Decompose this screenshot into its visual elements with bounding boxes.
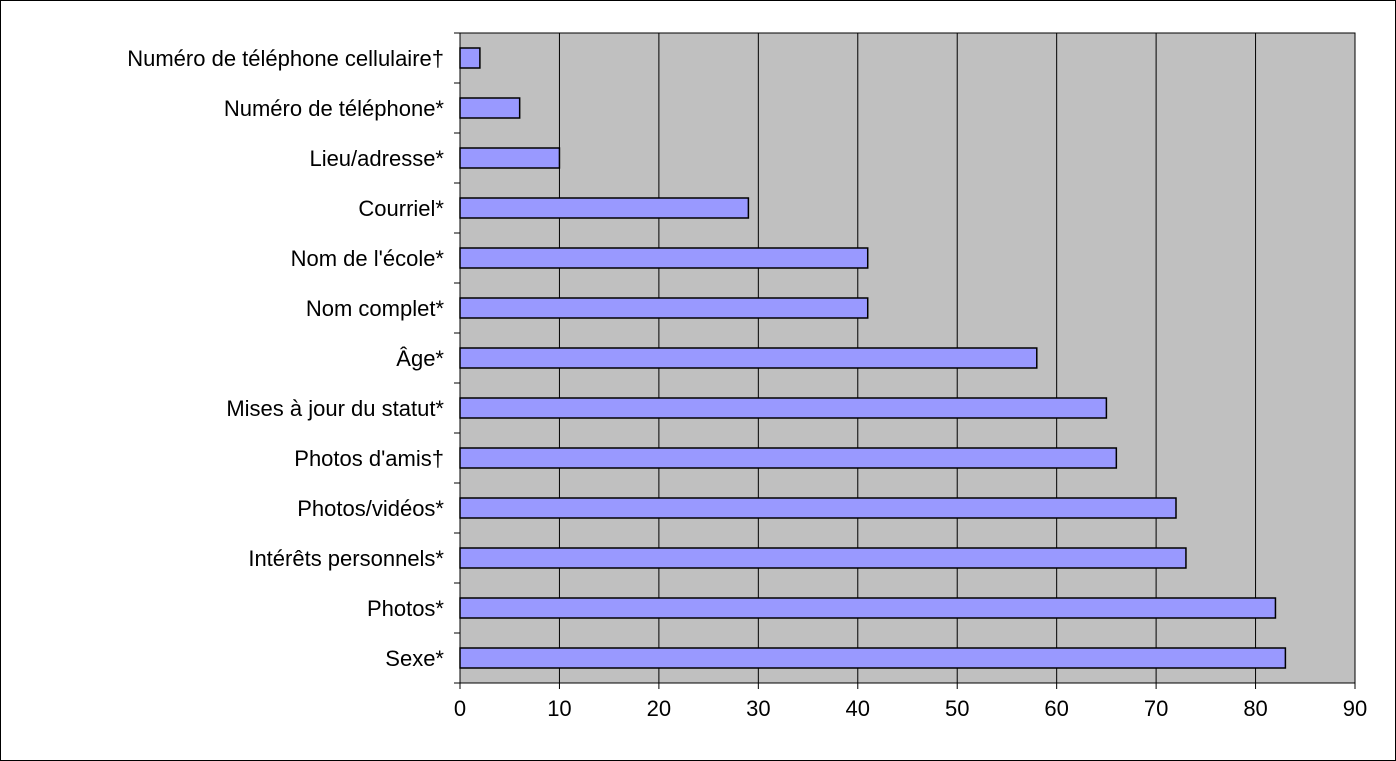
category-labels: Numéro de téléphone cellulaire† Numéro de… [127,46,444,671]
axes [454,32,1356,689]
category-label: Courriel* [358,196,444,221]
x-tick-label: 30 [746,696,770,721]
bar [459,247,869,269]
bar [459,547,1187,569]
gridlines [558,33,1356,683]
category-label: Photos d'amis† [294,446,444,471]
category-label: Sexe* [385,646,444,671]
bar [459,97,521,119]
category-label: Lieu/adresse* [309,146,444,171]
bar [459,497,1177,519]
bar [459,597,1277,619]
bars [459,47,1287,669]
x-tick-label: 10 [547,696,571,721]
category-label: Numéro de téléphone* [224,96,445,121]
category-label: Nom complet* [306,296,445,321]
category-label: Intérêts personnels* [248,546,444,571]
bar [459,447,1118,469]
x-tick-label: 40 [846,696,870,721]
bar [459,297,869,319]
bar [459,347,1038,369]
bar [459,147,561,169]
category-label: Mises à jour du statut* [226,396,444,421]
bar [459,397,1108,419]
x-tick-label: 50 [945,696,969,721]
x-tick-label: 80 [1243,696,1267,721]
x-tick-label: 60 [1044,696,1068,721]
category-label: Âge* [396,346,444,371]
bar [459,197,750,219]
bar [459,47,481,69]
x-tick-labels: 0 10 20 30 40 50 60 70 80 90 [454,696,1367,721]
category-label: Photos/vidéos* [297,496,444,521]
x-tick-label: 90 [1343,696,1367,721]
x-tick-label: 0 [454,696,466,721]
x-tick-label: 70 [1144,696,1168,721]
category-label: Numéro de téléphone cellulaire† [127,46,444,71]
x-tick-label: 20 [647,696,671,721]
category-label: Nom de l'école* [291,246,445,271]
category-label: Photos* [367,596,444,621]
bar [459,647,1287,669]
